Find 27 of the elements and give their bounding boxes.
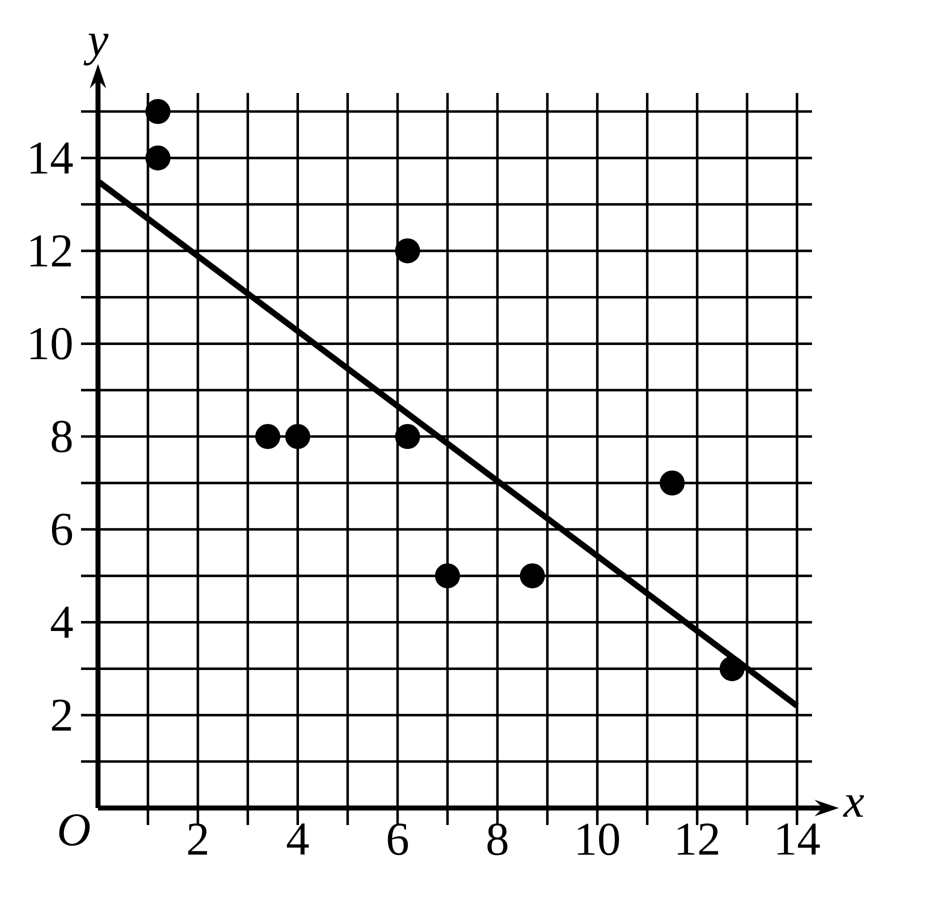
point xyxy=(395,238,420,264)
y-tick-label: 2 xyxy=(52,700,71,731)
y-tick-label: 4 xyxy=(50,606,73,638)
x-tick-label: 14 xyxy=(778,824,820,855)
x-tick-label: 4 xyxy=(286,824,309,854)
point xyxy=(720,656,745,682)
point xyxy=(285,424,310,450)
y-tick-label: 8 xyxy=(52,420,72,452)
point xyxy=(435,563,460,588)
point xyxy=(520,563,545,588)
x-tick-label: 8 xyxy=(487,824,508,856)
y-tick-label: 12 xyxy=(30,235,71,266)
y-tick-label: 10 xyxy=(30,328,72,360)
x-tick-label: 10 xyxy=(578,824,620,856)
y-tick-label: 6 xyxy=(52,514,72,546)
y-axis-title: y xyxy=(84,34,108,66)
x-tick-label: 6 xyxy=(388,824,408,856)
point xyxy=(660,470,685,496)
point xyxy=(255,424,280,450)
point xyxy=(395,424,420,450)
point xyxy=(145,99,170,124)
point xyxy=(145,145,170,170)
y-tick-label: 14 xyxy=(30,142,73,174)
x-tick-label: 12 xyxy=(678,824,718,855)
x-tick-label: 2 xyxy=(188,824,208,855)
x-axis-title: x xyxy=(842,795,864,817)
text: O xyxy=(59,814,90,846)
